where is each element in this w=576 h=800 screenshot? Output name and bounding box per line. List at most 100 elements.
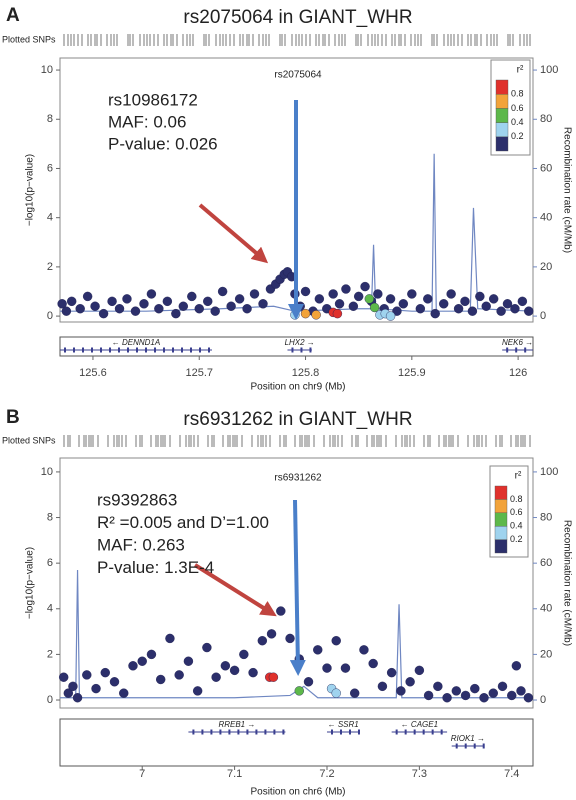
snp-point — [203, 296, 213, 307]
annotation-line: P-value: 1.3E-4 — [97, 558, 214, 577]
snp-point — [430, 308, 440, 319]
legend-swatch — [494, 526, 508, 540]
annotation-line: rs10986172 — [108, 90, 198, 109]
legend-swatch — [495, 122, 509, 137]
snp-point — [510, 304, 520, 314]
snp-point — [137, 656, 147, 666]
snp-point — [442, 693, 452, 703]
gene-exon — [431, 729, 434, 735]
legend-tick-label: 0.8 — [511, 89, 524, 99]
legend-swatch — [494, 499, 508, 513]
x-tick-label: 7.1 — [227, 768, 242, 780]
snp-point — [187, 291, 197, 302]
snp-point — [488, 688, 498, 698]
snp-point — [368, 658, 378, 669]
snp-point — [229, 665, 240, 676]
gene-exon — [291, 347, 294, 353]
gene-exon — [515, 347, 518, 353]
snp-point — [507, 690, 517, 701]
snp-point — [470, 683, 480, 694]
panel-label: B — [6, 407, 20, 428]
annotation-arrow — [193, 563, 277, 617]
legend-tick-label: 0.6 — [511, 103, 524, 113]
legend-tick-label: 0.4 — [511, 117, 524, 127]
y2-tick-label: 20 — [540, 648, 552, 660]
gene-exon — [330, 729, 333, 735]
annotation-line: MAF: 0.06 — [108, 112, 186, 131]
snp-point — [311, 310, 321, 320]
gene-exon — [82, 347, 84, 353]
snp-point — [61, 306, 72, 316]
snp-point — [433, 681, 443, 692]
y2-tick-label: 100 — [540, 466, 558, 478]
snp-point — [91, 683, 101, 694]
snp-point — [234, 294, 245, 304]
snp-point — [146, 649, 157, 660]
y-tick-label: 0 — [47, 310, 53, 322]
snp-point — [360, 281, 370, 292]
snp-point — [350, 688, 360, 698]
x-tick-label: 125.6 — [79, 367, 107, 379]
y2-tick-label: 0 — [540, 694, 546, 706]
snp-point — [373, 289, 383, 299]
snp-point — [475, 291, 485, 302]
snp-point — [423, 690, 434, 701]
y-axis-title: −log10(p−value) — [25, 154, 36, 226]
legend-title: r² — [515, 471, 522, 482]
snp-point — [276, 606, 286, 616]
gene-exon — [264, 729, 267, 735]
snp-point — [122, 294, 132, 304]
snp-point — [453, 304, 464, 314]
snp-point — [300, 286, 311, 297]
snp-point — [210, 306, 220, 316]
gene-exon — [100, 347, 102, 353]
legend-title: r² — [517, 65, 524, 76]
snp-point — [171, 308, 181, 319]
gene-label: ← SSR1 — [328, 720, 359, 729]
snp-point — [162, 296, 173, 307]
snp-point — [226, 301, 236, 311]
gene-name: DENND1A — [122, 338, 160, 347]
gene-exon — [440, 729, 443, 735]
y2-tick-label: 80 — [540, 511, 552, 523]
snp-point — [107, 296, 117, 307]
gene-exon — [506, 347, 509, 353]
gene-label: ← CAGE1 — [401, 720, 438, 729]
x-tick-label: 7.2 — [319, 768, 334, 780]
legend-tick-label: 0.8 — [510, 494, 523, 504]
snp-point — [385, 311, 396, 321]
snp-point — [57, 299, 67, 309]
snp-point — [341, 284, 351, 294]
gene-exon — [524, 347, 527, 353]
panel-label: A — [6, 5, 20, 26]
snp-point — [165, 633, 175, 644]
gene-exon — [255, 729, 258, 735]
y-axis-title: −log10(p−value) — [25, 547, 36, 619]
snp-point — [130, 306, 141, 316]
snp-point — [377, 681, 388, 692]
snp-point — [439, 299, 449, 309]
y2-tick-label: 60 — [540, 162, 552, 174]
snp-point — [192, 686, 203, 696]
gene-exon — [91, 347, 93, 353]
index-arrow — [289, 499, 306, 676]
gene-exon — [455, 743, 458, 749]
gene-exon — [172, 347, 174, 353]
legend-tick-label: 0.2 — [511, 131, 524, 141]
gene-exon — [199, 347, 201, 353]
gene-exon — [163, 347, 165, 353]
snp-point — [414, 665, 425, 676]
snp-point — [258, 299, 268, 309]
annotation-line: R² =0.005 and D’=1.00 — [97, 513, 269, 532]
y2-tick-label: 0 — [540, 310, 546, 322]
legend-swatch — [495, 108, 509, 123]
x-tick-label: 7.3 — [412, 768, 427, 780]
snp-point — [446, 289, 456, 299]
y2-tick-label: 40 — [540, 212, 552, 224]
snp-point — [239, 649, 249, 660]
snp-point — [516, 686, 526, 696]
plot-frame — [59, 457, 534, 709]
legend-tick-label: 0.2 — [510, 534, 523, 544]
snp-point — [63, 688, 74, 698]
annotation-arrow — [198, 203, 269, 264]
